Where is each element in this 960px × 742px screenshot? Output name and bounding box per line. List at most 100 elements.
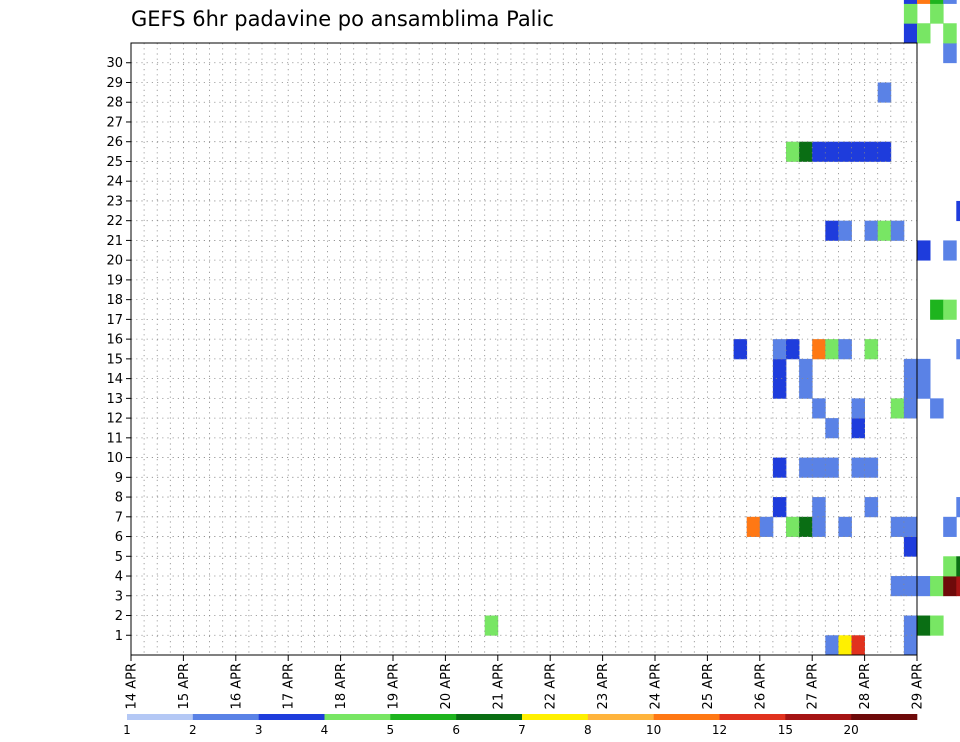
precip-cell — [838, 220, 852, 241]
precip-cell — [903, 358, 918, 380]
y-tick-label: 1 — [115, 629, 123, 644]
precip-cell — [890, 398, 905, 419]
colorbar-segment — [456, 714, 523, 720]
x-tick-label: 24 APR — [649, 663, 664, 709]
precip-cell — [746, 516, 761, 537]
precip-cell — [851, 635, 865, 656]
precip-cell — [799, 516, 813, 537]
colorbar-segment — [127, 714, 194, 720]
precip-cell — [838, 635, 852, 656]
y-tick-label: 19 — [106, 273, 123, 288]
x-axis-ticks: 14 APR 15 APR 16 APR 17 APR 18 APR 19 APR 20 A… — [125, 655, 926, 709]
y-tick-label: 13 — [106, 392, 123, 407]
x-tick-label: 25 APR — [701, 663, 716, 709]
precip-cell — [903, 0, 918, 4]
colorbar-label: 20 — [844, 723, 859, 737]
y-tick-label: 28 — [106, 96, 123, 111]
colorbar-label: 15 — [778, 723, 793, 737]
colorbar-segment — [192, 714, 259, 720]
precip-cell — [930, 3, 944, 24]
precip-cell — [877, 82, 892, 103]
y-tick-label: 14 — [106, 372, 123, 387]
precip-cell — [825, 220, 839, 241]
colorbar-label: 5 — [387, 723, 395, 737]
x-tick-label: 17 APR — [282, 663, 297, 709]
y-tick-label: 17 — [106, 313, 123, 328]
y-tick-label: 11 — [106, 431, 123, 446]
colorbar-segment — [851, 714, 918, 720]
precip-cell — [956, 497, 960, 518]
precip-cell — [956, 556, 960, 577]
precip-cell — [903, 398, 918, 419]
colorbar-label: 10 — [646, 723, 661, 737]
y-tick-label: 7 — [115, 510, 123, 525]
y-tick-label: 5 — [115, 550, 123, 565]
colorbar-label: 3 — [255, 723, 263, 737]
colorbar-label: 12 — [712, 723, 727, 737]
colorbar-segment — [324, 714, 391, 720]
precip-cell — [943, 23, 957, 44]
precip-cell — [930, 615, 944, 636]
precip-cell — [903, 536, 918, 557]
colorbar-segment — [719, 714, 786, 720]
colorbar-segment — [587, 714, 654, 720]
precip-cell — [943, 299, 957, 320]
x-tick-label: 27 APR — [806, 663, 821, 709]
colorbar-label: 2 — [189, 723, 197, 737]
precip-cell — [799, 358, 813, 380]
precip-cell — [864, 497, 879, 518]
y-tick-label: 4 — [115, 570, 123, 585]
precip-cell — [917, 240, 931, 261]
precip-cell — [838, 141, 852, 162]
colorbar-segment — [785, 714, 852, 720]
precip-cell — [733, 339, 748, 360]
precip-cell — [877, 220, 892, 241]
precip-cell — [917, 23, 931, 44]
precip-cell — [772, 378, 787, 399]
plot-frame — [130, 42, 918, 656]
x-tick-label: 14 APR — [125, 663, 140, 709]
y-tick-label: 12 — [106, 412, 123, 427]
precip-cell — [772, 497, 787, 518]
precip-cell — [956, 576, 960, 597]
precip-cell — [851, 141, 865, 162]
precip-cell — [917, 378, 931, 399]
x-tick-label: 26 APR — [753, 663, 768, 709]
precip-cell — [917, 0, 931, 4]
precip-cell — [484, 615, 499, 636]
y-tick-label: 27 — [106, 115, 123, 130]
precip-cell — [890, 516, 905, 537]
colorbar-label: 7 — [518, 723, 526, 737]
x-tick-label: 23 APR — [596, 663, 611, 709]
precip-cell — [825, 418, 839, 439]
precip-cell — [903, 635, 918, 656]
precip-cell — [890, 576, 905, 597]
precip-cell — [851, 457, 865, 478]
precip-cell — [825, 141, 839, 162]
y-tick-label: 3 — [115, 589, 123, 604]
precip-cell — [812, 339, 826, 360]
x-tick-label: 18 APR — [334, 663, 349, 709]
x-tick-label: 15 APR — [177, 663, 192, 709]
precip-cell — [838, 339, 852, 360]
precip-cell — [812, 497, 826, 518]
precip-cell — [930, 398, 944, 419]
precip-cell — [956, 200, 960, 222]
precip-cell — [864, 339, 879, 360]
precip-cell — [812, 457, 826, 478]
precip-cell — [917, 615, 931, 636]
precip-cell — [903, 23, 918, 44]
precip-cell — [943, 240, 957, 261]
colorbar-segment — [522, 714, 589, 720]
precip-cell — [903, 516, 918, 537]
precip-cell — [772, 358, 787, 380]
precip-cell — [812, 516, 826, 537]
x-tick-label: 22 APR — [544, 663, 559, 709]
precip-cell — [786, 516, 800, 537]
y-tick-label: 26 — [106, 135, 123, 150]
precip-cell — [877, 141, 892, 162]
precip-cell — [930, 0, 944, 4]
precipitation-cells — [484, 0, 960, 656]
y-tick-label: 18 — [106, 293, 123, 308]
